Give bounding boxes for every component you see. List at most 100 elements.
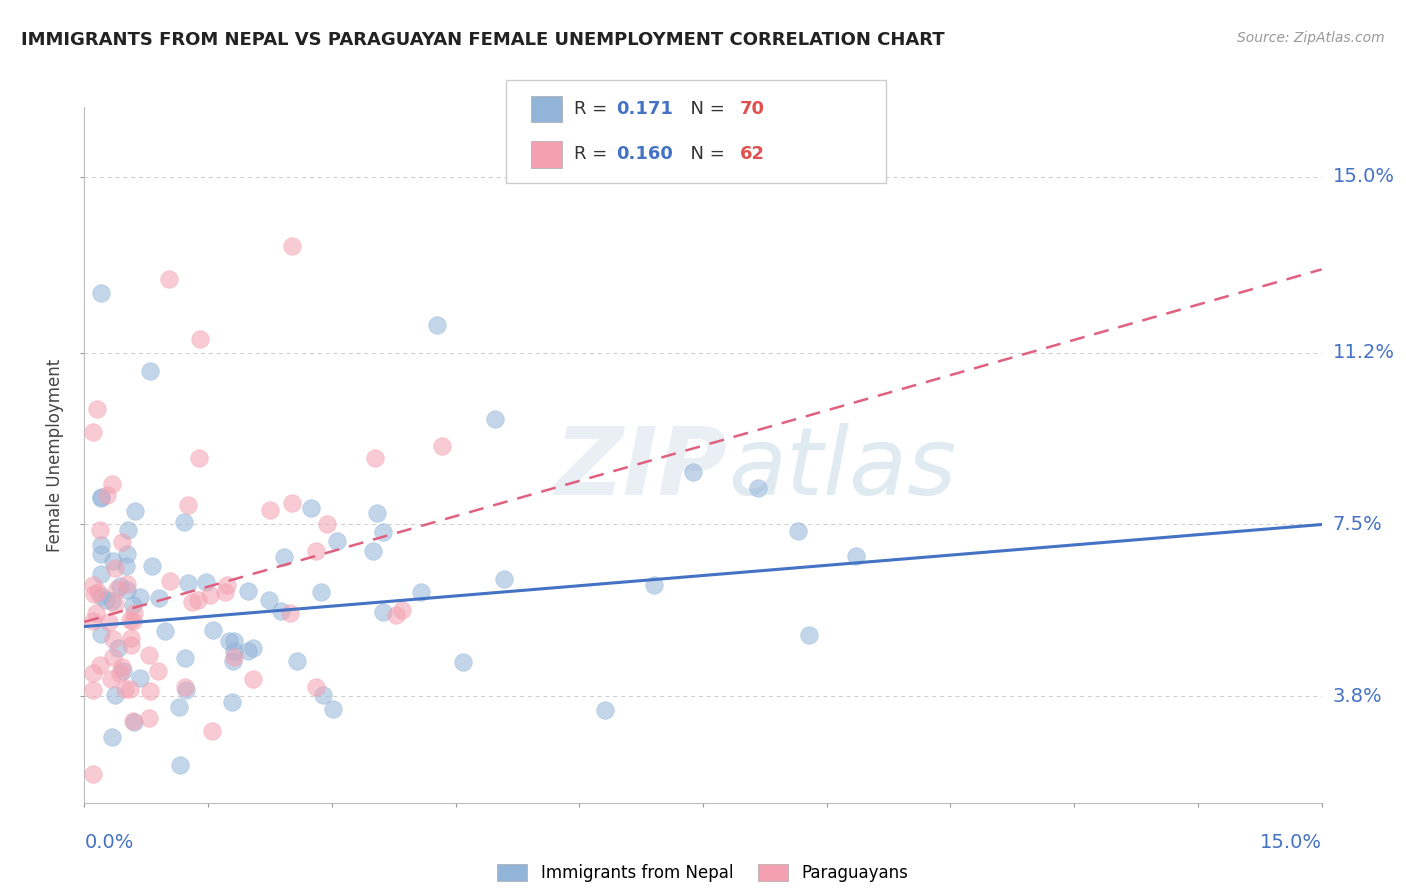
Point [373,524,395,539]
Point [305,680,328,694]
Point [242,672,264,686]
Text: 15.0%: 15.0% [1333,167,1395,186]
Point [90,626,112,640]
Point [285,654,308,668]
Text: 11.2%: 11.2% [1333,343,1395,362]
Point [110,666,132,681]
Point [157,271,180,285]
Point [115,577,138,591]
Point [222,644,245,658]
Point [103,554,125,568]
Point [90,567,112,582]
Point [104,561,127,575]
Point [155,624,177,639]
Point [682,466,704,480]
Point [90,589,112,603]
Point [273,550,295,565]
Point [138,711,160,725]
Point [242,640,264,655]
Point [451,655,474,669]
Point [173,651,195,665]
Point [373,605,395,619]
Point [96,488,118,502]
Point [82,614,104,628]
Point [426,318,449,332]
Point [299,500,322,515]
Point [169,758,191,772]
Text: 3.8%: 3.8% [1333,687,1382,706]
Point [89,524,111,538]
Point [105,582,128,596]
Point [101,594,124,608]
Point [159,574,181,588]
Point [103,650,125,665]
Point [188,332,211,346]
Point [138,684,160,698]
Point [104,597,127,611]
Point [101,632,124,647]
Point [494,572,516,586]
Text: 0.160: 0.160 [616,145,672,163]
Point [124,504,146,518]
Point [86,401,108,416]
Point [222,654,245,668]
Y-axis label: Female Unemployment: Female Unemployment [46,359,65,551]
Point [148,591,170,606]
Point [201,624,224,638]
Text: 0.171: 0.171 [616,100,672,118]
Point [305,543,328,558]
Point [96,593,118,607]
Point [90,285,112,300]
Point [270,604,292,618]
Point [281,239,304,253]
Point [484,411,506,425]
Text: atlas: atlas [728,424,956,515]
Point [222,633,245,648]
Point [593,703,616,717]
Point [118,681,141,696]
Point [432,439,454,453]
Point [214,585,236,599]
Text: IMMIGRANTS FROM NEPAL VS PARAGUAYAN FEMALE UNEMPLOYMENT CORRELATION CHART: IMMIGRANTS FROM NEPAL VS PARAGUAYAN FEMA… [21,31,945,49]
Point [176,682,198,697]
Point [366,507,388,521]
Point [786,524,808,539]
Point [643,578,665,592]
Point [129,672,152,686]
Point [322,701,344,715]
Point [111,664,134,678]
Point [100,477,122,491]
Point [409,585,432,599]
Text: N =: N = [679,100,731,118]
Point [181,595,204,609]
Point [82,578,104,592]
Point [120,638,142,652]
Point [177,498,200,512]
Point [122,614,145,628]
Point [90,539,112,553]
Point [363,544,385,558]
Point [82,425,104,439]
Text: 15.0%: 15.0% [1260,833,1322,853]
Point [259,503,281,517]
Point [118,613,141,627]
Point [281,496,304,510]
Point [82,665,104,680]
Point [90,547,112,561]
Point [111,534,134,549]
Point [167,699,190,714]
Point [309,585,332,599]
Point [200,588,222,602]
Point [222,650,245,665]
Point [139,364,162,378]
Point [84,606,107,620]
Point [117,523,139,537]
Point [115,558,138,573]
Point [146,664,169,678]
Text: ZIP: ZIP [555,423,728,515]
Point [195,574,218,589]
Point [217,577,239,591]
Text: R =: R = [574,145,613,163]
Point [114,681,136,696]
Text: Source: ZipAtlas.com: Source: ZipAtlas.com [1237,31,1385,45]
